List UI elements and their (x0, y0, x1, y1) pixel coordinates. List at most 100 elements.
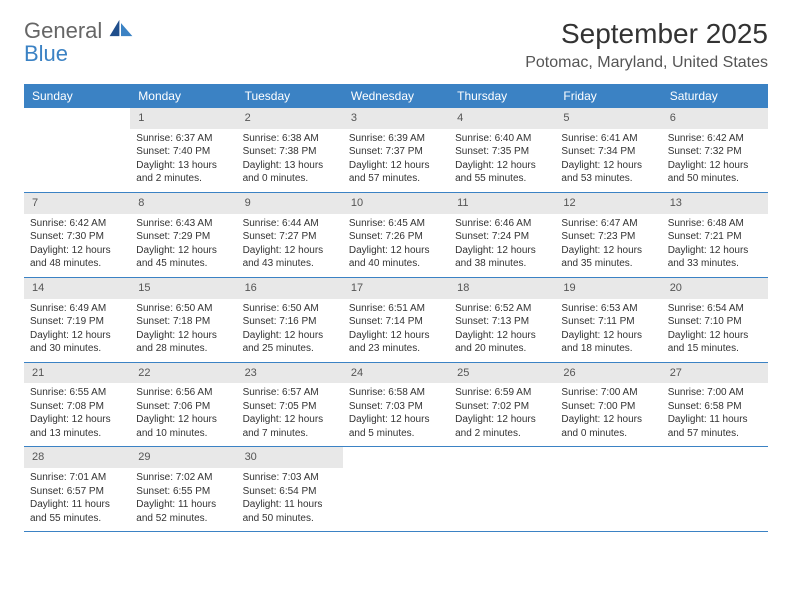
daylight-text: Daylight: 11 hours and 57 minutes. (668, 413, 762, 440)
day-number: 28 (24, 447, 130, 468)
day-body: Sunrise: 6:52 AMSunset: 7:13 PMDaylight:… (449, 299, 555, 362)
sunset-text: Sunset: 7:29 PM (136, 230, 230, 244)
day-number: 22 (130, 363, 236, 384)
sunrise-text: Sunrise: 6:56 AM (136, 386, 230, 400)
day-cell: 19 Sunrise: 6:53 AMSunset: 7:11 PMDayligh… (555, 278, 661, 362)
daylight-text: Daylight: 12 hours and 33 minutes. (668, 244, 762, 271)
day-number: 9 (237, 193, 343, 214)
day-number: 21 (24, 363, 130, 384)
calendar-body: 1Sunrise: 6:37 AMSunset: 7:40 PMDaylight… (24, 108, 768, 532)
sunrise-text: Sunrise: 6:50 AM (136, 302, 230, 316)
day-number: 29 (130, 447, 236, 468)
daylight-text: Daylight: 12 hours and 53 minutes. (561, 159, 655, 186)
daylight-text: Daylight: 12 hours and 48 minutes. (30, 244, 124, 271)
sunrise-text: Sunrise: 6:39 AM (349, 132, 443, 146)
sunrise-text: Sunrise: 6:54 AM (668, 302, 762, 316)
day-number: 18 (449, 278, 555, 299)
sunrise-text: Sunrise: 6:51 AM (349, 302, 443, 316)
day-number: 13 (662, 193, 768, 214)
sunrise-text: Sunrise: 6:58 AM (349, 386, 443, 400)
sunrise-text: Sunrise: 6:55 AM (30, 386, 124, 400)
week-row: 1Sunrise: 6:37 AMSunset: 7:40 PMDaylight… (24, 108, 768, 193)
sunset-text: Sunset: 7:08 PM (30, 400, 124, 414)
sunrise-text: Sunrise: 6:42 AM (668, 132, 762, 146)
sunset-text: Sunset: 7:00 PM (561, 400, 655, 414)
daylight-text: Daylight: 12 hours and 5 minutes. (349, 413, 443, 440)
empty-cell (449, 447, 555, 531)
month-title: September 2025 (525, 18, 768, 50)
day-body: Sunrise: 6:54 AMSunset: 7:10 PMDaylight:… (662, 299, 768, 362)
sunrise-text: Sunrise: 6:38 AM (243, 132, 337, 146)
title-block: September 2025 Potomac, Maryland, United… (525, 18, 768, 72)
sunset-text: Sunset: 7:24 PM (455, 230, 549, 244)
day-body: Sunrise: 6:38 AMSunset: 7:38 PMDaylight:… (237, 129, 343, 192)
day-body: Sunrise: 6:51 AMSunset: 7:14 PMDaylight:… (343, 299, 449, 362)
day-body: Sunrise: 6:40 AMSunset: 7:35 PMDaylight:… (449, 129, 555, 192)
day-cell: 24Sunrise: 6:58 AMSunset: 7:03 PMDayligh… (343, 363, 449, 447)
sunset-text: Sunset: 7:13 PM (455, 315, 549, 329)
sunrise-text: Sunrise: 6:37 AM (136, 132, 230, 146)
day-cell: 7Sunrise: 6:42 AMSunset: 7:30 PMDaylight… (24, 193, 130, 277)
sunrise-text: Sunrise: 6:40 AM (455, 132, 549, 146)
weekday-wednesday: Wednesday (343, 84, 449, 108)
day-cell: 2Sunrise: 6:38 AMSunset: 7:38 PMDaylight… (237, 108, 343, 192)
day-body: Sunrise: 6:44 AMSunset: 7:27 PMDaylight:… (237, 214, 343, 277)
day-body: Sunrise: 7:02 AMSunset: 6:55 PMDaylight:… (130, 468, 236, 531)
daylight-text: Daylight: 12 hours and 20 minutes. (455, 329, 549, 356)
day-body: Sunrise: 6:43 AMSunset: 7:29 PMDaylight:… (130, 214, 236, 277)
sunrise-text: Sunrise: 6:53 AM (561, 302, 655, 316)
day-cell: 20Sunrise: 6:54 AMSunset: 7:10 PMDayligh… (662, 278, 768, 362)
day-number: 17 (343, 278, 449, 299)
sunrise-text: Sunrise: 6:48 AM (668, 217, 762, 231)
day-body: Sunrise: 7:00 AMSunset: 7:00 PMDaylight:… (555, 383, 661, 446)
daylight-text: Daylight: 12 hours and 55 minutes. (455, 159, 549, 186)
day-cell: 1Sunrise: 6:37 AMSunset: 7:40 PMDaylight… (130, 108, 236, 192)
daylight-text: Daylight: 12 hours and 38 minutes. (455, 244, 549, 271)
sunrise-text: Sunrise: 7:03 AM (243, 471, 337, 485)
day-cell: 26Sunrise: 7:00 AMSunset: 7:00 PMDayligh… (555, 363, 661, 447)
daylight-text: Daylight: 12 hours and 10 minutes. (136, 413, 230, 440)
day-number: 4 (449, 108, 555, 129)
daylight-text: Daylight: 11 hours and 55 minutes. (30, 498, 124, 525)
sunset-text: Sunset: 7:05 PM (243, 400, 337, 414)
daylight-text: Daylight: 12 hours and 18 minutes. (561, 329, 655, 356)
sunset-text: Sunset: 7:18 PM (136, 315, 230, 329)
daylight-text: Daylight: 12 hours and 43 minutes. (243, 244, 337, 271)
day-body: Sunrise: 6:42 AMSunset: 7:30 PMDaylight:… (24, 214, 130, 277)
sunset-text: Sunset: 7:21 PM (668, 230, 762, 244)
header: General Blue September 2025 Potomac, Mar… (24, 18, 768, 72)
day-number: 12 (555, 193, 661, 214)
day-body: Sunrise: 6:39 AMSunset: 7:37 PMDaylight:… (343, 129, 449, 192)
sunrise-text: Sunrise: 6:47 AM (561, 217, 655, 231)
daylight-text: Daylight: 12 hours and 13 minutes. (30, 413, 124, 440)
sunset-text: Sunset: 7:10 PM (668, 315, 762, 329)
sunrise-text: Sunrise: 7:00 AM (668, 386, 762, 400)
sail-icon (108, 18, 134, 38)
daylight-text: Daylight: 12 hours and 28 minutes. (136, 329, 230, 356)
sunset-text: Sunset: 7:03 PM (349, 400, 443, 414)
day-number: 11 (449, 193, 555, 214)
day-body: Sunrise: 6:42 AMSunset: 7:32 PMDaylight:… (662, 129, 768, 192)
day-body: Sunrise: 6:49 AMSunset: 7:19 PMDaylight:… (24, 299, 130, 362)
day-cell: 18Sunrise: 6:52 AMSunset: 7:13 PMDayligh… (449, 278, 555, 362)
day-body: Sunrise: 6:50 AMSunset: 7:18 PMDaylight:… (130, 299, 236, 362)
day-cell: 3Sunrise: 6:39 AMSunset: 7:37 PMDaylight… (343, 108, 449, 192)
weekday-tuesday: Tuesday (237, 84, 343, 108)
daylight-text: Daylight: 12 hours and 15 minutes. (668, 329, 762, 356)
daylight-text: Daylight: 12 hours and 0 minutes. (561, 413, 655, 440)
empty-cell (662, 447, 768, 531)
sunset-text: Sunset: 7:30 PM (30, 230, 124, 244)
sunrise-text: Sunrise: 6:57 AM (243, 386, 337, 400)
day-number: 19 (555, 278, 661, 299)
day-body: Sunrise: 6:50 AMSunset: 7:16 PMDaylight:… (237, 299, 343, 362)
sunset-text: Sunset: 7:32 PM (668, 145, 762, 159)
day-cell: 23Sunrise: 6:57 AMSunset: 7:05 PMDayligh… (237, 363, 343, 447)
sunrise-text: Sunrise: 6:50 AM (243, 302, 337, 316)
day-cell: 28Sunrise: 7:01 AMSunset: 6:57 PMDayligh… (24, 447, 130, 531)
daylight-text: Daylight: 12 hours and 7 minutes. (243, 413, 337, 440)
sunset-text: Sunset: 7:02 PM (455, 400, 549, 414)
empty-cell (555, 447, 661, 531)
day-cell: 14Sunrise: 6:49 AMSunset: 7:19 PMDayligh… (24, 278, 130, 362)
sunset-text: Sunset: 7:11 PM (561, 315, 655, 329)
location: Potomac, Maryland, United States (525, 54, 768, 72)
